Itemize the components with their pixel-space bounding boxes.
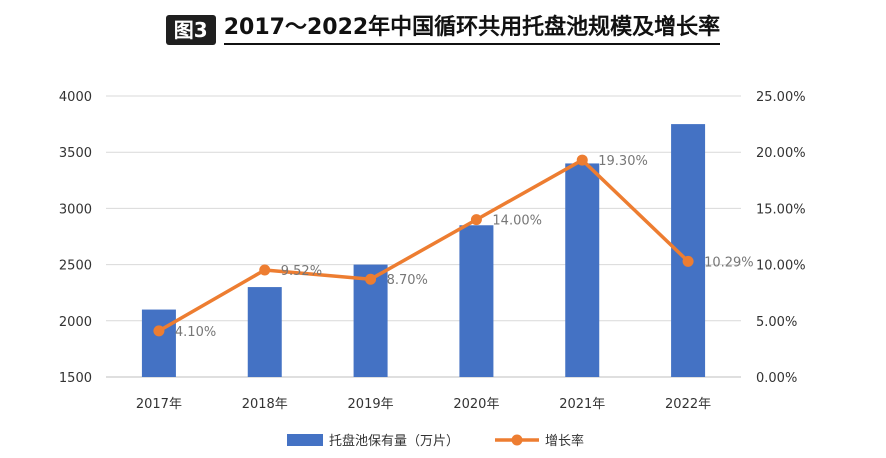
y-right-tick-label: 25.00% bbox=[756, 90, 806, 105]
y-left-tick-label: 4000 bbox=[59, 90, 92, 105]
x-tick-label: 2022年 bbox=[665, 397, 711, 412]
x-tick-label: 2021年 bbox=[559, 397, 605, 412]
data-label: 19.30% bbox=[598, 154, 648, 169]
y-left-tick-label: 3000 bbox=[59, 202, 92, 217]
y-left-tick-label: 1500 bbox=[59, 371, 92, 386]
y-right-tick-label: 15.00% bbox=[756, 202, 806, 217]
bar bbox=[459, 225, 494, 377]
y-right-tick-label: 10.00% bbox=[756, 259, 806, 274]
growth-rate-point bbox=[576, 154, 588, 166]
bar bbox=[565, 163, 600, 377]
data-label: 8.70% bbox=[387, 273, 428, 288]
legend-label-bar: 托盘池保有量（万片） bbox=[329, 433, 459, 449]
y-left-tick-label: 3500 bbox=[59, 146, 92, 161]
legend-swatch-marker bbox=[511, 434, 523, 446]
growth-rate-point bbox=[365, 273, 377, 285]
y-right-tick-label: 20.00% bbox=[756, 146, 806, 161]
figure-title: 2017～2022年中国循环共用托盘池规模及增长率 bbox=[223, 14, 721, 45]
legend-swatch-bar bbox=[287, 434, 323, 446]
growth-rate-point bbox=[682, 255, 694, 267]
x-tick-label: 2019年 bbox=[348, 397, 394, 412]
x-tick-label: 2018年 bbox=[242, 397, 288, 412]
figure-badge: 图3 bbox=[165, 14, 216, 45]
growth-rate-line bbox=[158, 158, 690, 333]
growth-rate-point bbox=[259, 264, 271, 276]
data-label: 4.10% bbox=[175, 325, 216, 340]
y-left-tick-label: 2000 bbox=[59, 315, 92, 330]
y-right-tick-label: 0.00% bbox=[756, 371, 797, 386]
x-tick-label: 2017年 bbox=[136, 397, 182, 412]
growth-rate-point bbox=[470, 214, 482, 226]
data-label: 14.00% bbox=[492, 214, 542, 229]
bar bbox=[247, 287, 282, 377]
data-label: 10.29% bbox=[704, 255, 754, 270]
x-tick-label: 2020年 bbox=[453, 397, 499, 412]
bar bbox=[141, 309, 176, 377]
y-right-tick-label: 5.00% bbox=[756, 315, 797, 330]
figure-title-row: 图3 2017～2022年中国循环共用托盘池规模及增长率 bbox=[0, 14, 886, 45]
growth-rate-point bbox=[153, 325, 165, 337]
legend-label-line: 增长率 bbox=[545, 433, 584, 449]
y-left-tick-label: 2500 bbox=[59, 259, 92, 274]
data-label: 9.52% bbox=[281, 264, 322, 279]
